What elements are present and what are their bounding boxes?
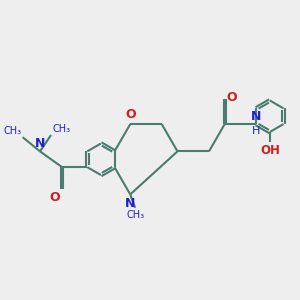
Text: H: H bbox=[252, 126, 260, 136]
Text: N: N bbox=[125, 197, 135, 210]
Text: CH₃: CH₃ bbox=[126, 210, 144, 220]
Text: O: O bbox=[125, 108, 136, 121]
Text: O: O bbox=[50, 191, 60, 204]
Text: N: N bbox=[35, 136, 45, 149]
Text: OH: OH bbox=[260, 144, 280, 157]
Text: N: N bbox=[251, 110, 261, 123]
Text: CH₃: CH₃ bbox=[52, 124, 70, 134]
Text: CH₃: CH₃ bbox=[3, 126, 21, 136]
Text: O: O bbox=[226, 91, 237, 104]
